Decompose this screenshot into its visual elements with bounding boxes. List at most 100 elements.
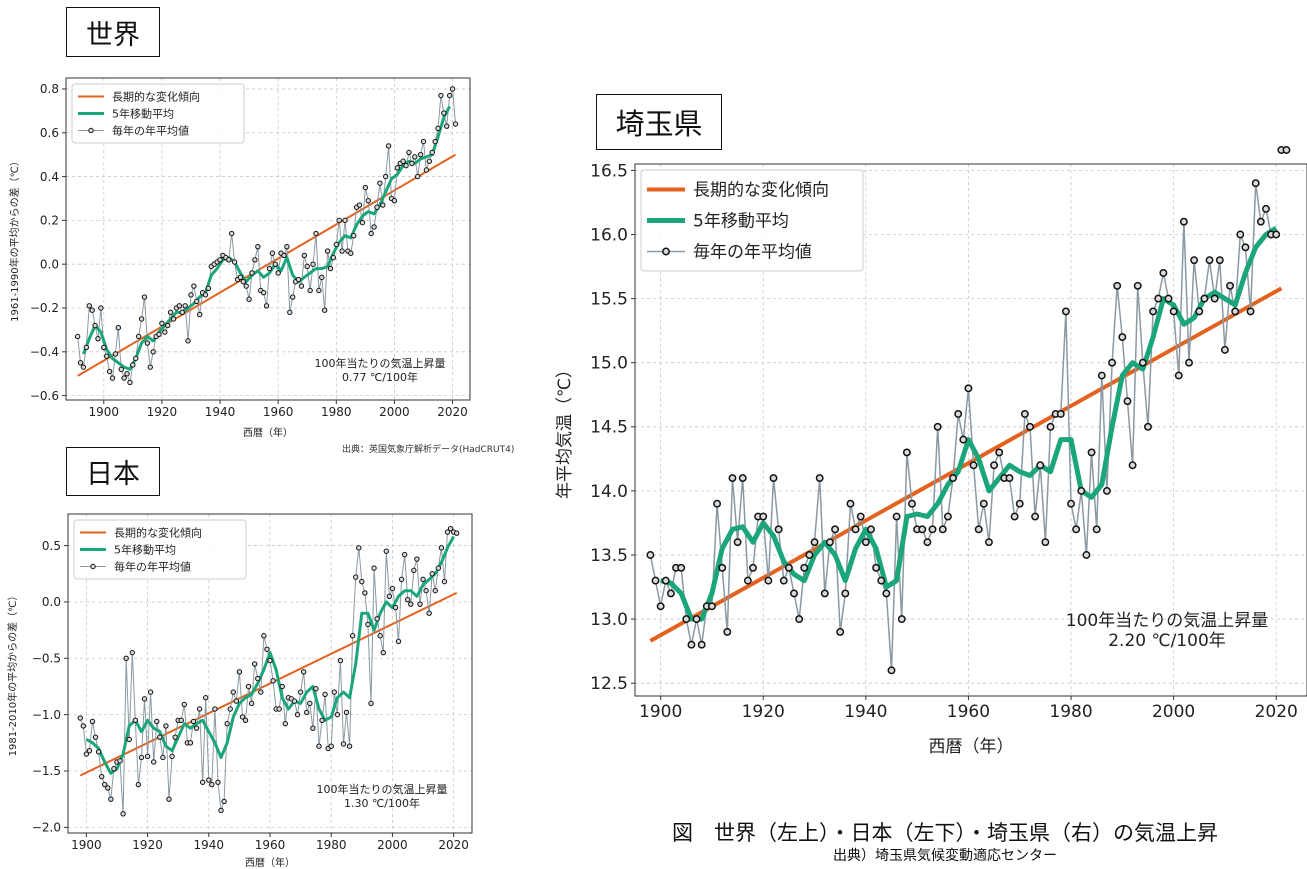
annual-point xyxy=(423,167,430,173)
annual-point xyxy=(83,751,90,757)
annual-point xyxy=(150,349,156,355)
annual-point xyxy=(352,574,359,580)
figure-source: 出典）埼玉県気候変動適応センター xyxy=(833,848,1057,864)
y-axis-label: 1981-2010年の平均からの差（℃） xyxy=(6,591,19,757)
plot-frame xyxy=(634,163,1307,697)
annual-point xyxy=(215,779,221,785)
annual-point xyxy=(1174,371,1183,380)
annual-point xyxy=(270,678,276,684)
y-tick-label: 0.0 xyxy=(40,257,59,271)
annual-point xyxy=(160,754,166,761)
annual-point xyxy=(928,525,937,534)
annual-point xyxy=(154,718,160,725)
annual-point xyxy=(167,309,174,316)
y-tick-label: 0.0 xyxy=(42,595,61,609)
annual-point xyxy=(298,283,305,289)
annual-point xyxy=(400,158,406,164)
annual-point xyxy=(892,512,901,521)
annual-point xyxy=(846,499,855,508)
annotation-title: 100年当たりの気温上昇量 xyxy=(315,356,446,370)
annual-point xyxy=(240,279,246,285)
annual-point xyxy=(677,563,686,572)
annual-point xyxy=(80,364,87,370)
legend-label-annual: 毎年の年平均値 xyxy=(112,123,189,137)
annual-point xyxy=(774,525,783,534)
annual-point xyxy=(377,180,383,186)
annual-point xyxy=(452,121,459,127)
annual-point xyxy=(1072,525,1081,534)
annual-point xyxy=(759,512,768,521)
world-chart: 1900 1920 1940 1960 1980 2000 2020 −0.6 −0.4 −0.2… xyxy=(0,58,500,443)
y-tick-label: 0.6 xyxy=(40,126,59,140)
annual-point xyxy=(196,706,203,712)
saitama-chart-svg: 1900 1920 1940 1960 1980 2000 2020 12.5 13.0 13.5… xyxy=(555,146,1307,757)
y-tick-label: 13.5 xyxy=(590,546,628,566)
annual-point xyxy=(111,766,117,772)
annual-point xyxy=(166,796,172,802)
annual-point xyxy=(170,316,177,322)
annual-point xyxy=(733,538,742,547)
annual-point xyxy=(1241,243,1250,252)
annual-point xyxy=(441,578,448,585)
x-tick-label: 1900 xyxy=(89,405,120,419)
annual-point xyxy=(1005,474,1014,483)
annual-point xyxy=(218,807,224,814)
legend-label-trend: 長期的な変化傾向 xyxy=(112,89,200,103)
annual-point xyxy=(251,661,258,667)
annual-point xyxy=(263,303,270,309)
annual-point xyxy=(1220,345,1229,354)
annual-point xyxy=(1010,512,1019,521)
annual-point xyxy=(290,294,296,300)
legend-marker xyxy=(90,563,96,570)
annual-point xyxy=(1097,371,1106,380)
moving-average-line xyxy=(85,535,455,775)
annual-point xyxy=(267,657,273,664)
x-axis-label: 西暦（年） xyxy=(245,856,295,869)
annual-point xyxy=(1236,230,1245,239)
annual-point xyxy=(239,714,246,720)
japan-label: 日本 xyxy=(66,447,160,496)
annual-point xyxy=(441,110,447,116)
x-tick-label: 1980 xyxy=(316,838,347,852)
annual-point xyxy=(120,811,126,817)
annual-point xyxy=(121,375,127,381)
annual-point xyxy=(181,701,188,708)
annual-point xyxy=(212,706,218,712)
annual-point xyxy=(959,435,968,444)
annual-point xyxy=(728,474,737,483)
annual-point xyxy=(359,219,366,226)
annual-point xyxy=(319,717,325,723)
annual-point xyxy=(77,715,83,721)
annual-point xyxy=(141,294,148,300)
annual-point xyxy=(147,689,154,695)
annual-point xyxy=(377,633,383,639)
annual-point xyxy=(406,149,412,156)
x-tick-label: 2000 xyxy=(1152,702,1195,722)
annual-point xyxy=(1123,397,1132,406)
legend-label-moving-avg: 5年移動平均 xyxy=(114,542,176,556)
annual-point xyxy=(279,683,285,690)
annual-point xyxy=(764,576,773,585)
annual-point xyxy=(836,627,845,636)
annual-point xyxy=(444,529,451,535)
annual-point xyxy=(182,303,188,309)
annual-point xyxy=(386,593,393,599)
annual-point xyxy=(738,474,747,483)
legend-label-trend: 長期的な変化傾向 xyxy=(114,525,202,539)
moving-average-line xyxy=(659,225,1278,622)
annual-point xyxy=(103,353,110,359)
annual-point xyxy=(92,322,98,329)
annual-point xyxy=(1256,217,1265,226)
annual-point xyxy=(86,748,93,754)
x-tick-label: 1940 xyxy=(194,838,225,852)
annual-point xyxy=(412,154,418,160)
x-tick-label: 1900 xyxy=(639,702,682,722)
annual-point xyxy=(800,563,809,572)
annual-point xyxy=(287,309,293,316)
x-tick-label: 2000 xyxy=(379,405,410,419)
annual-point xyxy=(432,138,438,145)
annual-point xyxy=(1061,307,1070,316)
annual-point xyxy=(202,292,209,298)
y-axis-label: 1961-1990年の平均からの差（℃） xyxy=(8,156,21,322)
y-tick-label: 13.0 xyxy=(590,610,628,630)
